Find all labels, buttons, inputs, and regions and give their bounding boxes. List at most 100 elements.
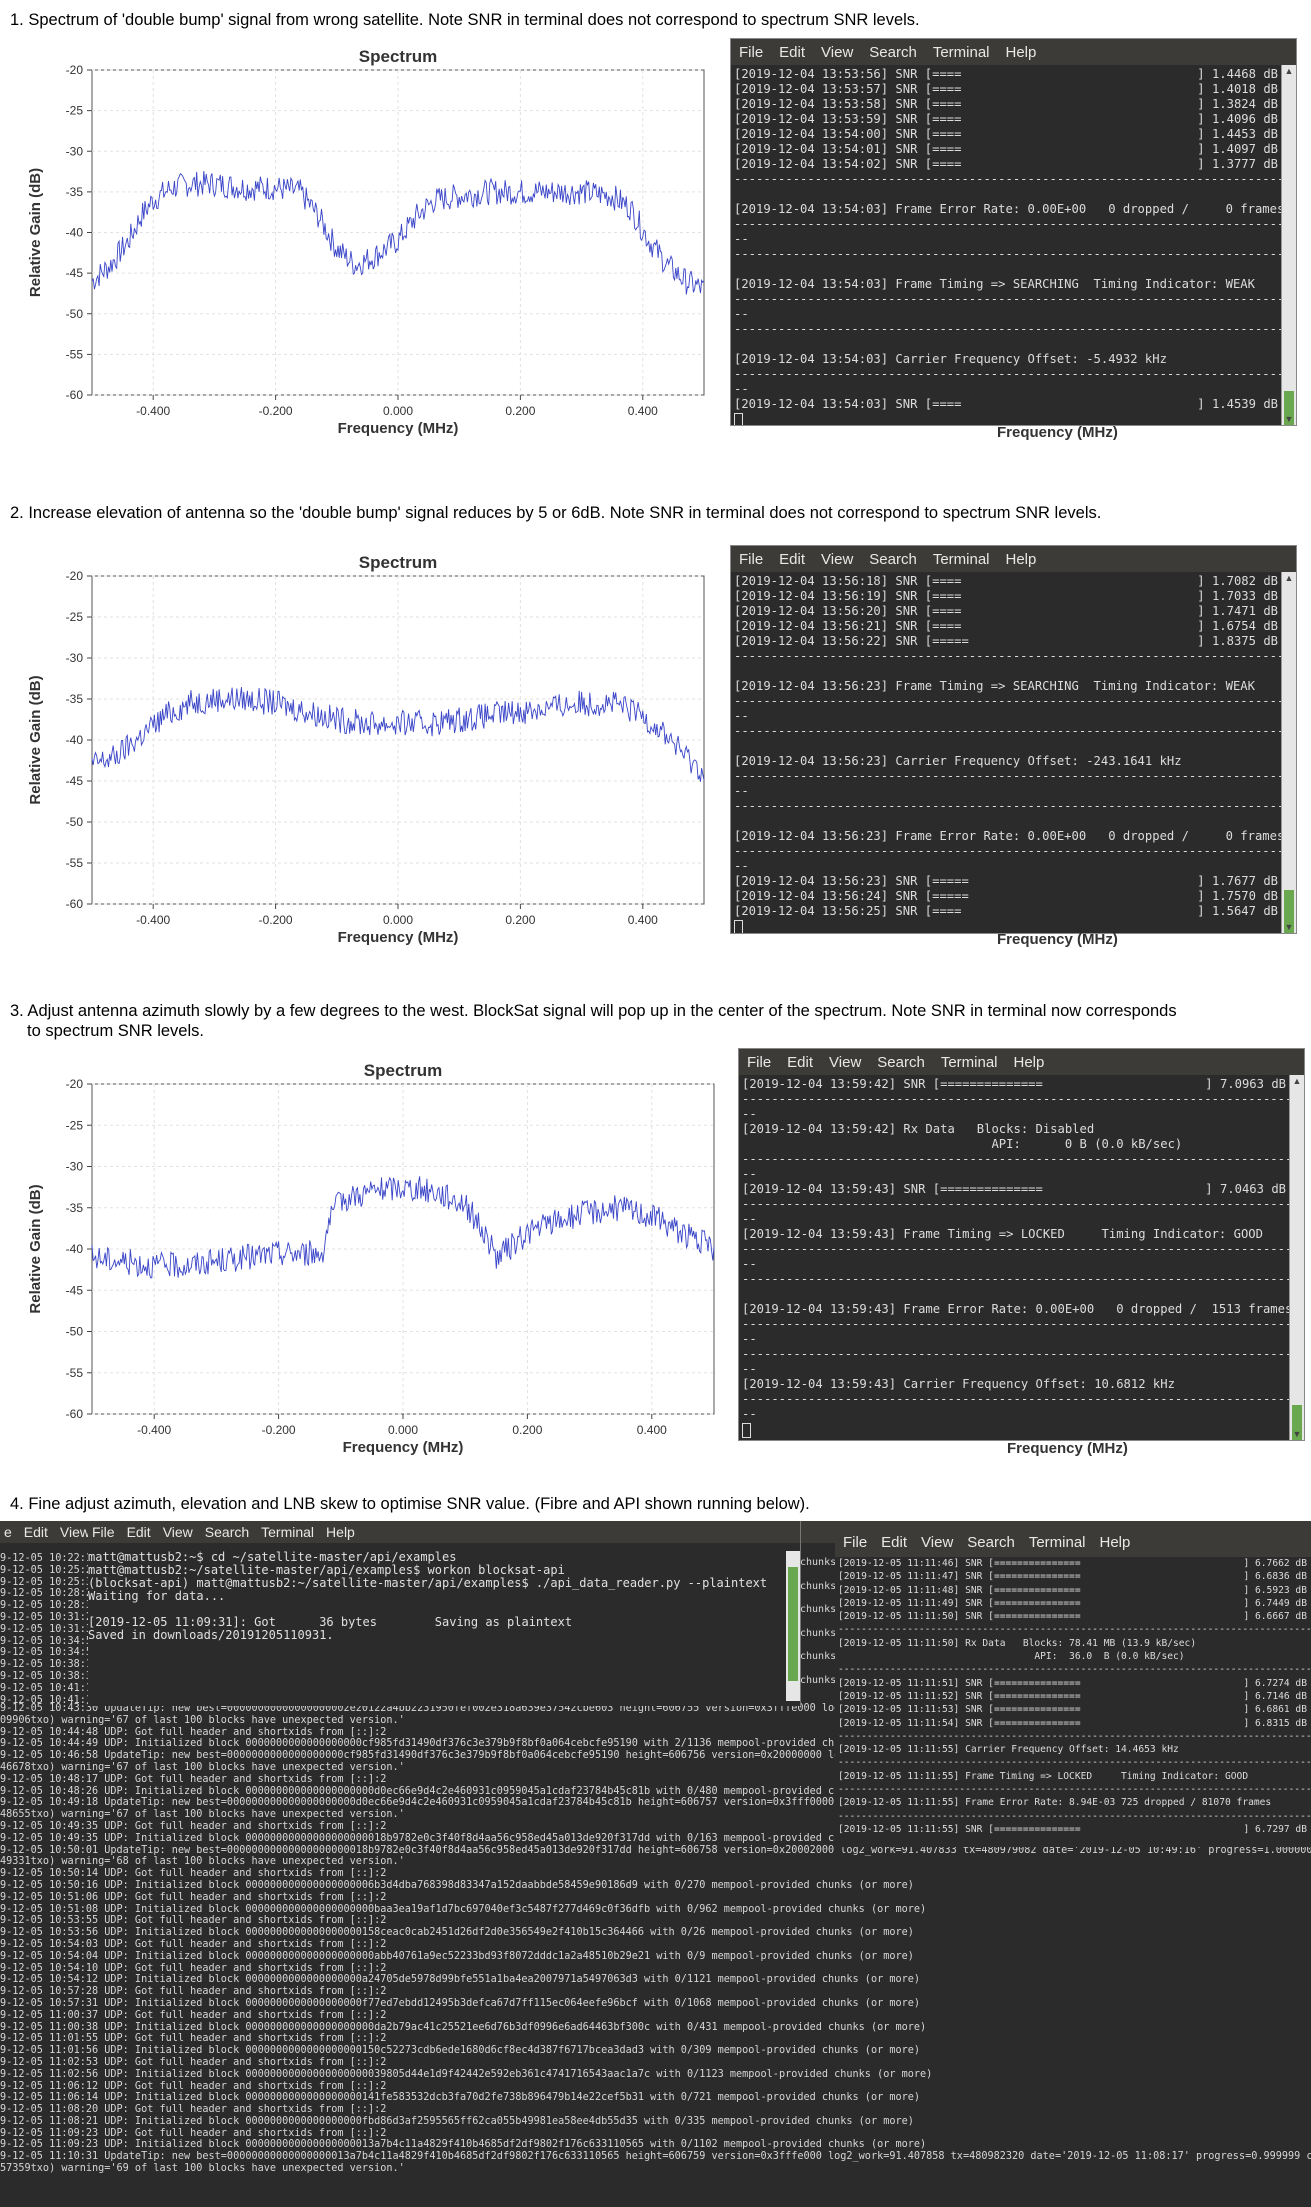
- scroll-up-arrow-icon[interactable]: ▲: [1292, 1076, 1302, 1086]
- menu-file-partial[interactable]: e: [4, 1524, 12, 1540]
- menu-help[interactable]: Help: [1099, 1533, 1131, 1551]
- menu-view[interactable]: View: [162, 1524, 193, 1540]
- terminal-scrollbar[interactable]: ▲ ▼: [1289, 1075, 1304, 1440]
- menu-search[interactable]: Search: [869, 550, 917, 568]
- terminal-window-1[interactable]: File Edit View Search Terminal Help [201…: [730, 38, 1297, 426]
- menu-view[interactable]: View: [59, 1524, 91, 1540]
- caption-step-2: 2. Increase elevation of antenna so the …: [10, 504, 1102, 522]
- menu-file[interactable]: File: [92, 1524, 115, 1540]
- menu-help[interactable]: Help: [1013, 1053, 1045, 1071]
- menu-view[interactable]: View: [821, 550, 854, 568]
- menu-edit[interactable]: Edit: [779, 43, 806, 61]
- y-tick-label: -30: [66, 1160, 84, 1174]
- scroll-up-arrow-icon[interactable]: ▲: [1284, 66, 1294, 76]
- menu-search[interactable]: Search: [204, 1524, 250, 1540]
- terminal-line-text: ----------------------------------------…: [734, 292, 1282, 306]
- y-tick-label: -30: [66, 651, 84, 665]
- api-reader-terminal[interactable]: File Edit View Search Terminal Help matt…: [88, 1521, 801, 1706]
- snr-terminal-line: [2019-12-05 11:11:55] Carrier Frequency …: [838, 1743, 1307, 1756]
- terminal-line-text: ----------------------------------------…: [734, 724, 1282, 738]
- chart-title: Spectrum: [359, 47, 437, 66]
- snr-terminal-line: ----------------------------------------…: [838, 1663, 1311, 1676]
- terminal-line-text: ----------------------------------------…: [742, 1092, 1290, 1106]
- terminal-line-text: ----------------------------------------…: [734, 694, 1282, 708]
- terminal-line: ----------------------------------------…: [734, 172, 1282, 187]
- scroll-thumb[interactable]: [1284, 890, 1294, 933]
- log-line: 57359txo) warning='69 of last 100 blocks…: [0, 2163, 405, 2175]
- node-log-output[interactable]: 9-12-05 10:43:30 UpdateTip: new best=000…: [0, 1703, 1311, 2175]
- menu-terminal[interactable]: Terminal: [932, 43, 990, 61]
- chunks-fragment: chunks: [800, 1580, 837, 1592]
- menu-terminal[interactable]: Terminal: [1028, 1533, 1086, 1551]
- menu-view[interactable]: View: [821, 43, 854, 61]
- menu-terminal[interactable]: Terminal: [261, 1524, 315, 1540]
- log-timestamp: 9-12-05 10:25:2: [0, 1564, 93, 1576]
- terminal-line-text: ----------------------------------------…: [742, 1347, 1290, 1361]
- api-line: Waiting for data...: [88, 1589, 226, 1603]
- menu-search[interactable]: Search: [967, 1533, 1015, 1551]
- menu-search[interactable]: Search: [877, 1053, 925, 1071]
- terminal-output[interactable]: [2019-12-04 13:59:42] SNR [=============…: [739, 1075, 1290, 1440]
- caption-step-4: 4. Fine adjust azimuth, elevation and LN…: [10, 1495, 810, 1513]
- scroll-up-arrow-icon[interactable]: ▲: [1284, 573, 1294, 583]
- menu-file[interactable]: File: [747, 1053, 772, 1071]
- terminal-scrollbar[interactable]: ▲ ▼: [1281, 572, 1296, 933]
- terminal-line-text: ----------------------------------------…: [734, 217, 1282, 231]
- api-scrollbar[interactable]: [786, 1551, 800, 1701]
- menu-terminal[interactable]: Terminal: [940, 1053, 998, 1071]
- scroll-thumb[interactable]: [1292, 1405, 1302, 1440]
- terminal-output[interactable]: [2019-12-04 13:53:56] SNR [====] 1.4468 …: [731, 65, 1282, 425]
- terminal-line-text: ----------------------------------------…: [734, 649, 1282, 663]
- scroll-down-arrow-icon[interactable]: ▼: [1284, 922, 1294, 932]
- snr-output[interactable]: [2019-12-05 11:11:46] SNR [=============…: [838, 1557, 1311, 1836]
- terminal-line: --: [742, 1257, 1290, 1272]
- x-tick-label: 0.200: [512, 1423, 542, 1437]
- y-tick-label: -45: [66, 266, 84, 280]
- scroll-thumb[interactable]: [1284, 391, 1294, 425]
- x-tick-label: 0.000: [388, 1423, 418, 1437]
- terminal-line: [2019-12-04 13:56:20] SNR [====] 1.7471 …: [734, 604, 1282, 619]
- api-output[interactable]: matt@mattusb2:~$ cd ~/satellite-master/a…: [88, 1551, 784, 1642]
- x-tick-label: 0.000: [383, 404, 413, 418]
- scroll-down-arrow-icon[interactable]: ▼: [1284, 414, 1294, 424]
- snr-line-text: [2019-12-05 11:11:54] SNR [=============…: [838, 1717, 1081, 1729]
- log-line: 9-12-05 10:54:12 UDP: Initialized block …: [0, 1974, 921, 1986]
- terminal-line-text: ----------------------------------------…: [742, 1197, 1290, 1211]
- terminal-output[interactable]: [2019-12-04 13:56:18] SNR [====] 1.7082 …: [731, 572, 1282, 933]
- menu-file[interactable]: File: [739, 550, 764, 568]
- snr-monitor-terminal[interactable]: File Edit View Search Terminal Help [201…: [835, 1527, 1311, 1847]
- terminal-line: [2019-12-04 13:54:03] Frame Timing => SE…: [734, 277, 1282, 292]
- terminal-window-3[interactable]: File Edit View Search Terminal Help [201…: [738, 1048, 1305, 1441]
- terminal-line: [734, 337, 1282, 352]
- terminal-line: ----------------------------------------…: [734, 649, 1282, 664]
- snr-terminal-line: [2019-12-05 11:11:50] Rx Data Blocks: 78…: [838, 1637, 1307, 1650]
- menu-help[interactable]: Help: [1005, 550, 1037, 568]
- snr-value: ] 7.0463 dB: [1205, 1182, 1286, 1196]
- menu-edit[interactable]: Edit: [787, 1053, 814, 1071]
- snr-line-text: [2019-12-05 11:11:51] SNR [=============…: [838, 1677, 1081, 1689]
- terminal-line-text: --: [742, 1332, 757, 1346]
- menu-file[interactable]: File: [843, 1533, 868, 1551]
- snr-value: ] 6.8315 dB: [1243, 1717, 1307, 1729]
- menu-help[interactable]: Help: [1005, 43, 1037, 61]
- menu-file[interactable]: File: [739, 43, 764, 61]
- terminal-window-2[interactable]: File Edit View Search Terminal Help [201…: [730, 545, 1297, 934]
- menu-view[interactable]: View: [829, 1053, 862, 1071]
- terminal-scrollbar[interactable]: ▲ ▼: [1281, 65, 1296, 425]
- menu-edit[interactable]: Edit: [126, 1524, 151, 1540]
- menu-help[interactable]: Help: [326, 1524, 355, 1540]
- snr-line-text: [2019-12-05 11:11:55] Carrier Frequency …: [838, 1744, 1179, 1756]
- menu-edit[interactable]: Edit: [779, 550, 806, 568]
- menu-view[interactable]: View: [921, 1533, 954, 1551]
- y-axis-label: Relative Gain (dB): [27, 1184, 44, 1313]
- log-timestamp: 9-12-05 10:38:1: [0, 1659, 93, 1671]
- spectrum-chart-3: Spectrum -20 -25 -30 -35 -40 -45 -50 -55 -60 -0.40…: [10, 1054, 720, 1464]
- menu-terminal[interactable]: Terminal: [932, 550, 990, 568]
- menu-edit[interactable]: Edit: [881, 1533, 908, 1551]
- log-line: 46678txo) warning='67 of last 100 blocks…: [0, 1761, 405, 1773]
- menu-edit[interactable]: Edit: [23, 1524, 48, 1540]
- scroll-down-arrow-icon[interactable]: ▼: [1292, 1429, 1302, 1439]
- menu-search[interactable]: Search: [869, 43, 917, 61]
- snr-line-text: ----------------------------------------…: [838, 1624, 1311, 1636]
- scroll-thumb[interactable]: [788, 1567, 798, 1681]
